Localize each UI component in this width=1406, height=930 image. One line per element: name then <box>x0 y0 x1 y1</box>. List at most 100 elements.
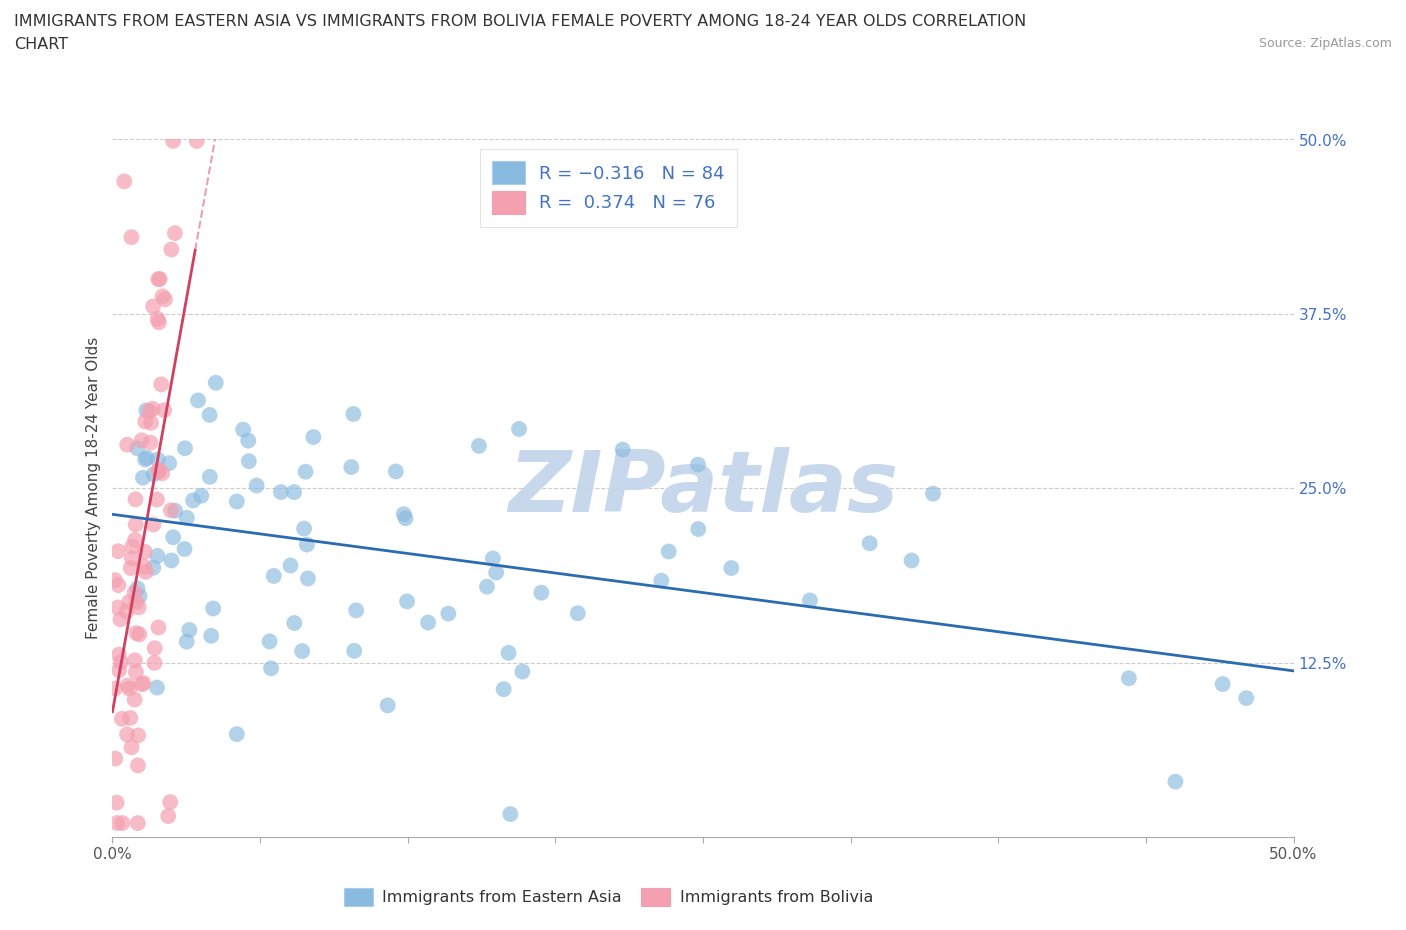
Point <box>134 544 156 559</box>
Legend: Immigrants from Eastern Asia, Immigrants from Bolivia: Immigrants from Eastern Asia, Immigrants… <box>337 882 879 912</box>
Point <box>859 536 882 551</box>
Point <box>125 594 148 609</box>
Point <box>377 698 399 712</box>
Point <box>125 665 148 680</box>
Text: ZIPatlas: ZIPatlas <box>508 446 898 530</box>
Point <box>498 645 520 660</box>
Point <box>148 315 170 330</box>
Point <box>115 437 138 452</box>
Point <box>118 682 141 697</box>
Point <box>198 407 221 422</box>
Point <box>111 816 134 830</box>
Y-axis label: Female Poverty Among 18-24 Year Olds: Female Poverty Among 18-24 Year Olds <box>86 338 101 640</box>
Point <box>110 655 132 670</box>
Point <box>160 553 183 568</box>
Point <box>343 644 366 658</box>
Point <box>187 393 209 408</box>
Point <box>124 692 146 707</box>
Text: Source: ZipAtlas.com: Source: ZipAtlas.com <box>1258 37 1392 50</box>
Point <box>270 485 292 499</box>
Point <box>246 478 269 493</box>
Point <box>121 740 143 755</box>
Point <box>475 579 498 594</box>
Point <box>283 616 305 631</box>
Point <box>163 226 186 241</box>
Point <box>105 816 128 830</box>
Point <box>900 553 922 568</box>
Point <box>499 806 522 821</box>
Point <box>150 377 173 392</box>
Point <box>107 578 129 592</box>
Point <box>139 416 162 431</box>
Point <box>142 467 165 482</box>
Point <box>181 493 204 508</box>
Point <box>437 606 460 621</box>
Point <box>135 450 157 465</box>
Point <box>124 533 146 548</box>
Point <box>174 441 197 456</box>
Point <box>124 492 146 507</box>
Point <box>128 627 150 642</box>
Point <box>120 230 142 245</box>
Point <box>395 594 418 609</box>
Point <box>125 626 148 641</box>
Point <box>482 551 505 565</box>
Point <box>492 682 515 697</box>
Point <box>152 289 174 304</box>
Point <box>292 521 315 536</box>
Point <box>198 470 221 485</box>
Point <box>342 406 364 421</box>
Point <box>143 656 166 671</box>
Text: CHART: CHART <box>14 37 67 52</box>
Point <box>142 517 165 532</box>
Point <box>110 612 132 627</box>
Point <box>115 727 138 742</box>
Point <box>160 242 183 257</box>
Point <box>148 620 170 635</box>
Point <box>688 522 710 537</box>
Point <box>124 585 146 600</box>
Point <box>142 560 165 575</box>
Point <box>157 809 180 824</box>
Point <box>385 464 408 479</box>
Point <box>416 615 439 630</box>
Point <box>104 681 127 696</box>
Point <box>162 530 184 545</box>
Point <box>658 544 681 559</box>
Point <box>204 376 226 391</box>
Point <box>146 492 169 507</box>
Point <box>146 549 169 564</box>
Point <box>173 541 195 556</box>
Point <box>294 464 316 479</box>
Point <box>104 573 127 588</box>
Point <box>135 403 157 418</box>
Point <box>302 430 325 445</box>
Point <box>142 402 165 417</box>
Point <box>1212 677 1234 692</box>
Point <box>176 511 198 525</box>
Point <box>179 622 201 637</box>
Point <box>128 589 150 604</box>
Point <box>720 561 742 576</box>
Point <box>225 726 247 741</box>
Point <box>340 459 363 474</box>
Point <box>162 134 184 149</box>
Point <box>291 644 314 658</box>
Point <box>530 585 553 600</box>
Point <box>148 272 170 286</box>
Point <box>799 593 821 608</box>
Point <box>650 573 672 588</box>
Point <box>107 600 129 615</box>
Point <box>202 601 225 616</box>
Point <box>117 678 139 693</box>
Point <box>176 634 198 649</box>
Point <box>124 517 146 532</box>
Point <box>131 432 153 447</box>
Point <box>468 438 491 453</box>
Point <box>104 751 127 766</box>
Point <box>686 458 709 472</box>
Point <box>124 653 146 668</box>
Point <box>200 629 222 644</box>
Point <box>108 647 131 662</box>
Point <box>132 676 155 691</box>
